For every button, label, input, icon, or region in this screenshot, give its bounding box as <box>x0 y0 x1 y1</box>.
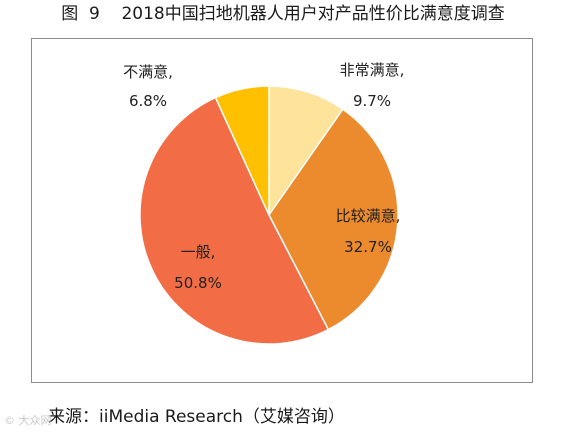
pie-chart: 非常满意, 9.7% 比较满意, 32.7% 一般, 50.8% 不满意, 6.8% <box>123 61 405 345</box>
figure-title: 图 9 2018中国扫地机器人用户对产品性价比满意度调查 <box>61 4 505 24</box>
slice-category-label: 不满意, <box>123 63 173 81</box>
slice-category-label: 比较满意, <box>336 207 401 225</box>
slice-value-label: 6.8% <box>129 92 167 110</box>
chart-frame: 非常满意, 9.7% 比较满意, 32.7% 一般, 50.8% 不满意, 6.8% <box>31 38 533 383</box>
pie-slice <box>268 85 344 218</box>
pie-slice <box>139 96 330 345</box>
source-note: 来源：iiMedia Research（艾媒咨询） <box>48 407 345 427</box>
pie-slice <box>268 108 399 331</box>
slice-category-label: 一般, <box>181 243 216 261</box>
slice-value-label: 9.7% <box>353 92 391 110</box>
slice-value-label: 32.7% <box>344 238 392 256</box>
slice-value-label: 50.8% <box>174 274 222 292</box>
watermark: © 大众网 <box>4 414 52 427</box>
slice-category-label: 非常满意, <box>340 61 405 79</box>
pie-slice <box>214 85 270 216</box>
